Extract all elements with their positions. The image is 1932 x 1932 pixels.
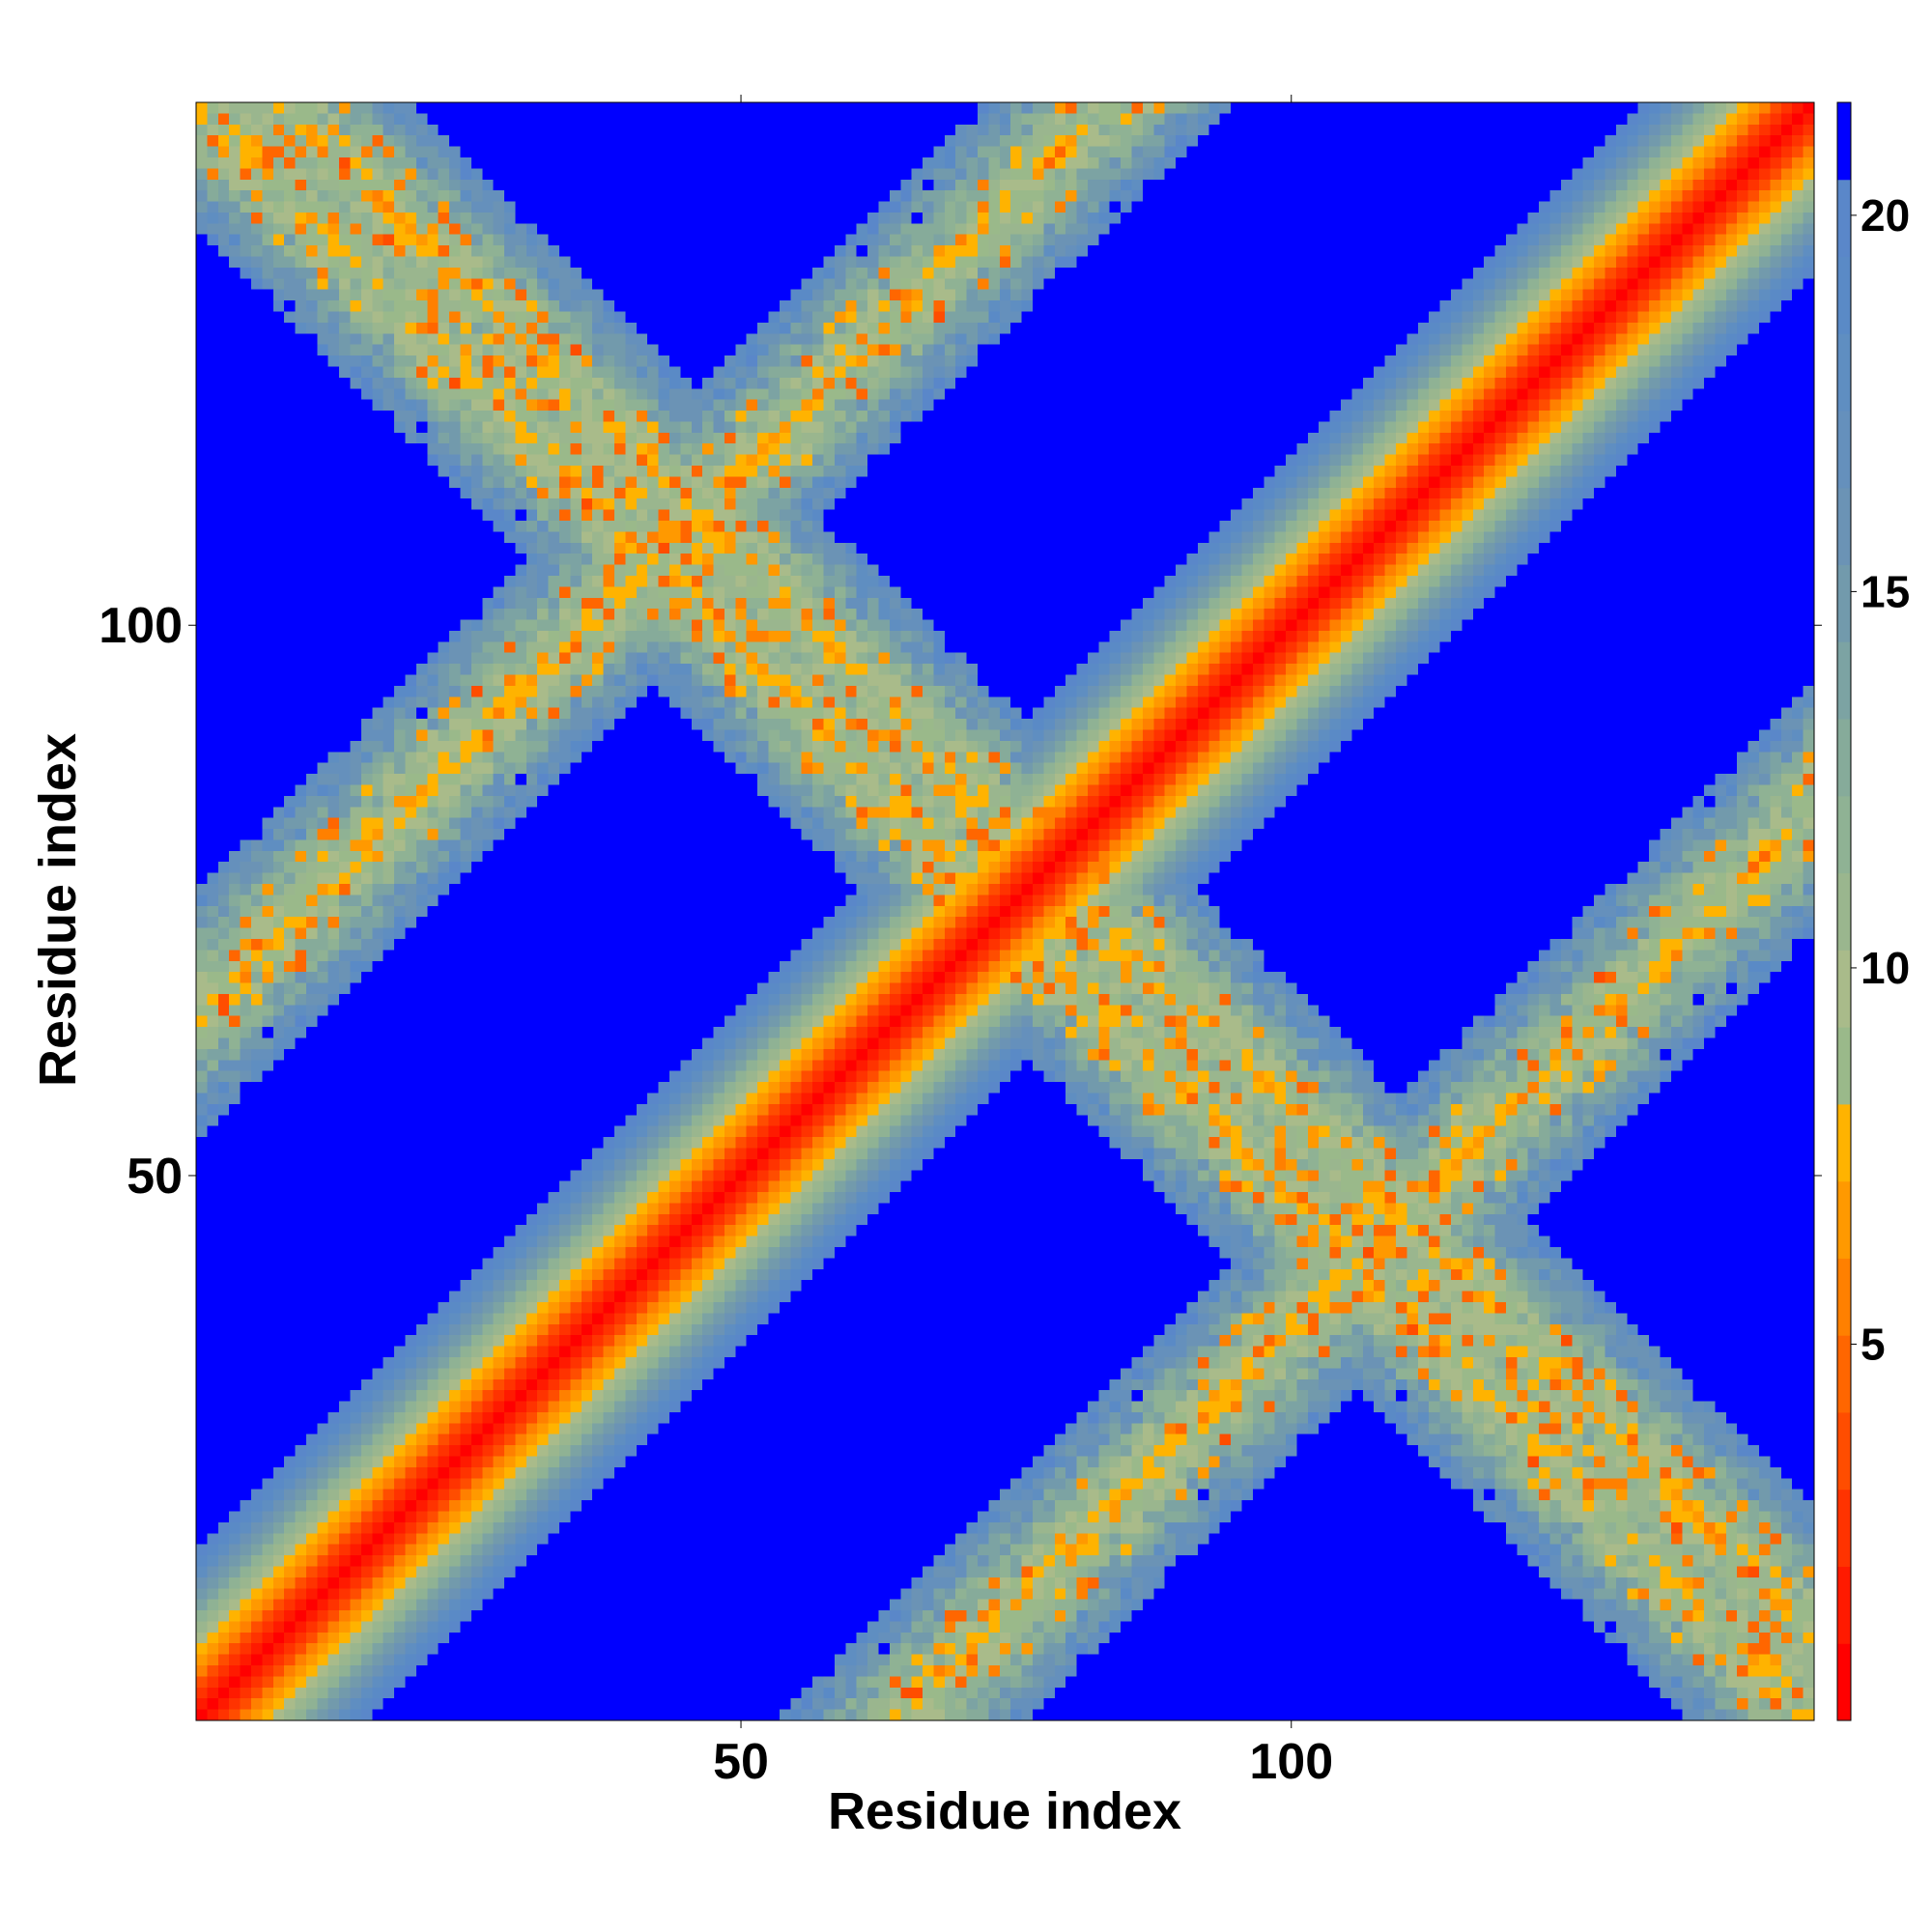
colorbar-segment (1837, 487, 1851, 566)
colorbar-segment (1837, 872, 1851, 951)
colorbar-segment (1837, 1566, 1851, 1644)
colorbar-segment (1837, 1027, 1851, 1105)
colorbar-segment (1837, 1180, 1851, 1259)
colorbar-segment (1837, 1335, 1851, 1413)
colorbar-segment (1837, 102, 1851, 181)
heatmap-plot (196, 102, 1814, 1720)
plot-frame (195, 101, 1815, 1721)
y-axis-ticks: 50 100 (99, 598, 1822, 1205)
colorbar-tick-label: 10 (1861, 943, 1910, 993)
colorbar-segment (1837, 256, 1851, 334)
colorbar-segment (1837, 1103, 1851, 1182)
y-axis-title: Residue index (29, 733, 87, 1087)
colorbar-segment (1837, 564, 1851, 642)
colorbar-tick-label: 15 (1861, 566, 1910, 616)
x-axis-title: Residue index (828, 1782, 1181, 1840)
colorbar-segment (1837, 641, 1851, 720)
colorbar-frame (1836, 101, 1852, 1721)
colorbar-segment (1837, 1411, 1851, 1491)
colorbar-segment (1837, 1643, 1851, 1721)
colorbar-segment (1837, 1489, 1851, 1567)
colorbar-segment (1837, 179, 1851, 258)
y-tick-label: 100 (99, 598, 183, 654)
x-tick-label: 50 (713, 1734, 769, 1790)
colorbar-segment (1837, 411, 1851, 489)
y-tick-label: 50 (127, 1149, 183, 1205)
colorbar-segment (1837, 333, 1851, 412)
x-tick-label: 100 (1249, 1734, 1333, 1790)
colorbar-segment (1837, 950, 1851, 1028)
colorbar-tick-label: 5 (1861, 1319, 1886, 1369)
colorbar-tick-label: 20 (1861, 190, 1910, 241)
colorbar-segment (1837, 795, 1851, 874)
x-axis-ticks: 50 100 (713, 95, 1333, 1790)
colorbar-segment (1837, 1258, 1851, 1336)
colorbar-segment (1837, 719, 1851, 797)
colorbar: 5 10 15 20 (1836, 101, 1910, 1721)
